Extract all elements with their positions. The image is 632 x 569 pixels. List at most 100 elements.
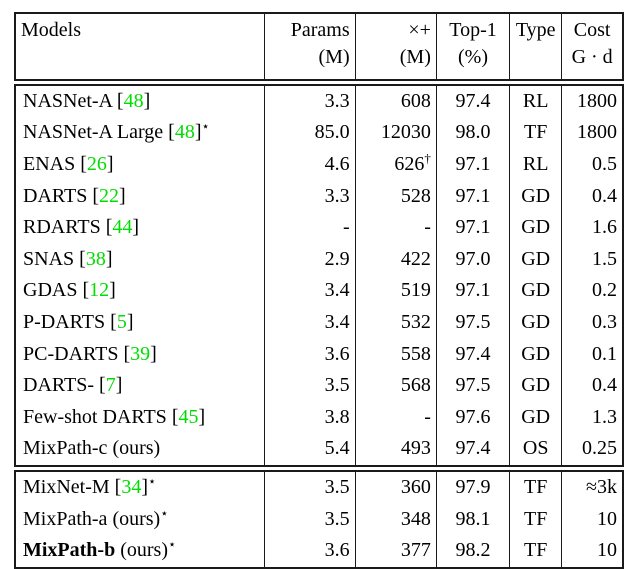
top1-cell: 97.5 [435,370,511,402]
top1-cell: 97.1 [435,149,511,181]
model-cell: DARTS [22] [14,180,266,213]
citation-link[interactable]: 48 [123,89,144,112]
multiply-adds-cell: - [354,212,437,244]
model-name: MixPath-c [23,437,108,460]
citation-link[interactable]: 26 [86,152,107,175]
type-cell: GD [509,401,563,434]
table-row: ENAS [26] 4.6 626† 97.1 RL 0.5 [14,149,624,181]
citation-link[interactable]: 34 [121,475,142,498]
table-row: PC-DARTS [39] 3.6 558 97.4 GD 0.1 [14,338,624,371]
params-cell: 3.4 [264,275,356,308]
multiply-adds-cell: 519 [354,275,437,308]
multiply-adds-cell: 608 [354,78,437,118]
type-cell: GD [509,275,563,308]
model-name: PC-DARTS [23,342,119,365]
header-row: Models Params (M) ×+ (M) Top-1 (%) Type Cos… [14,13,624,83]
star-superscript: ⋆ [148,473,157,489]
model-name: P-DARTS [23,310,106,333]
multiply-adds-cell: 493 [354,433,437,469]
citation-link[interactable]: 39 [130,342,151,365]
params-cell: 3.5 [264,370,356,402]
cost-cell: 1.3 [561,401,624,434]
multiply-adds-cell: 422 [354,243,437,276]
column-header-top1: Top-1 (%) [435,13,511,83]
model-cell: MixNet-M [34]⋆ [14,465,266,504]
params-cell: 3.6 [264,535,356,568]
model-cell: NASNet-A Large [48]⋆ [14,117,266,150]
model-cell: GDAS [12] [14,275,266,308]
column-header-cost: Cost G · d [561,13,624,83]
column-header-models: Models [14,13,266,83]
cost-cell: 10 [561,535,624,568]
type-cell: RL [509,78,563,118]
table-row: RDARTS [44] - -97.1 GD 1.6 [14,212,624,244]
citation-link[interactable]: 5 [116,310,127,333]
citation-link[interactable]: 38 [85,247,106,270]
table-row: MixPath-b (ours)⋆ 3.6 377 98.2 TF 10 [14,535,624,568]
table-body-bottom: MixNet-M [34]⋆ 3.5 360 97.9 TF ≈3k MixPath-a (… [14,465,624,568]
table-row: DARTS- [7] 3.5 568 97.5 GD 0.4 [14,370,624,402]
top1-cell: 97.9 [435,465,511,504]
multiply-adds-cell: 558 [354,338,437,371]
citation-link[interactable]: 7 [105,374,116,397]
cost-cell: 1.6 [561,212,624,244]
type-cell: TF [509,503,563,536]
cost-cell: 0.4 [561,370,624,402]
column-header-multiply-adds: ×+ (M) [354,13,437,83]
cost-cell: 1.5 [561,243,624,276]
cost-cell: 10 [561,503,624,536]
star-superscript: ⋆ [160,504,169,520]
multiply-adds-cell: 626† [354,149,437,181]
citation-link[interactable]: 45 [178,405,199,428]
model-cell: ENAS [26] [14,149,266,181]
cost-cell: 0.25 [561,433,624,469]
params-cell: 3.3 [264,78,356,118]
table-row: SNAS [38] 2.9 422 97.0 GD 1.5 [14,243,624,276]
type-cell: GD [509,338,563,371]
model-name: DARTS- [23,374,95,397]
type-cell: TF [509,465,563,504]
citation-link[interactable]: 44 [112,216,133,239]
params-cell: 4.6 [264,149,356,181]
multiply-adds-cell: 528 [354,180,437,213]
params-cell: 3.3 [264,180,356,213]
citation-link[interactable]: 48 [174,121,195,144]
type-cell: GD [509,212,563,244]
model-cell: NASNet-A [48] [14,78,266,118]
type-cell: TF [509,535,563,568]
params-cell: 85.0 [264,117,356,150]
model-name: MixNet-M [23,475,110,498]
top1-cell: 97.4 [435,433,511,469]
table-row: Few-shot DARTS [45] 3.8-97.6 GD 1.3 [14,401,624,434]
cost-cell: 1800 [561,117,624,150]
top1-cell: 97.1 [435,275,511,308]
table-header: Models Params (M) ×+ (M) Top-1 (%) Type Cos… [14,13,624,83]
multiply-adds-cell: 532 [354,307,437,339]
type-cell: OS [509,433,563,469]
cost-cell: 0.4 [561,180,624,213]
multiply-adds-cell: 360 [354,465,437,504]
type-cell: GD [509,180,563,213]
cost-cell: 0.2 [561,275,624,308]
top1-cell: 98.1 [435,503,511,536]
top1-cell: 97.6 [435,401,511,434]
model-name: ENAS [23,152,76,175]
cost-cell: 1800 [561,78,624,118]
model-cell: MixPath-a (ours)⋆ [14,503,266,536]
params-cell: - [264,212,356,244]
paper-table-figure: Models Params (M) ×+ (M) Top-1 (%) Type Cos… [14,12,624,569]
params-cell: 3.5 [264,465,356,504]
top1-cell: 97.1 [435,212,511,244]
model-name: NASNet-A [23,89,112,112]
citation-link[interactable]: 12 [89,279,110,302]
multiply-adds-cell: 12030 [354,117,437,150]
multiply-adds-cell: 377 [354,535,437,568]
params-cell: 5.4 [264,433,356,469]
citation-link[interactable]: 22 [99,184,120,207]
model-cell: RDARTS [44] [14,212,266,244]
top1-cell: 97.4 [435,78,511,118]
params-cell: 3.6 [264,338,356,371]
top1-cell: 98.0 [435,117,511,150]
model-cell: SNAS [38] [14,243,266,276]
model-name: MixPath-a [23,507,108,530]
